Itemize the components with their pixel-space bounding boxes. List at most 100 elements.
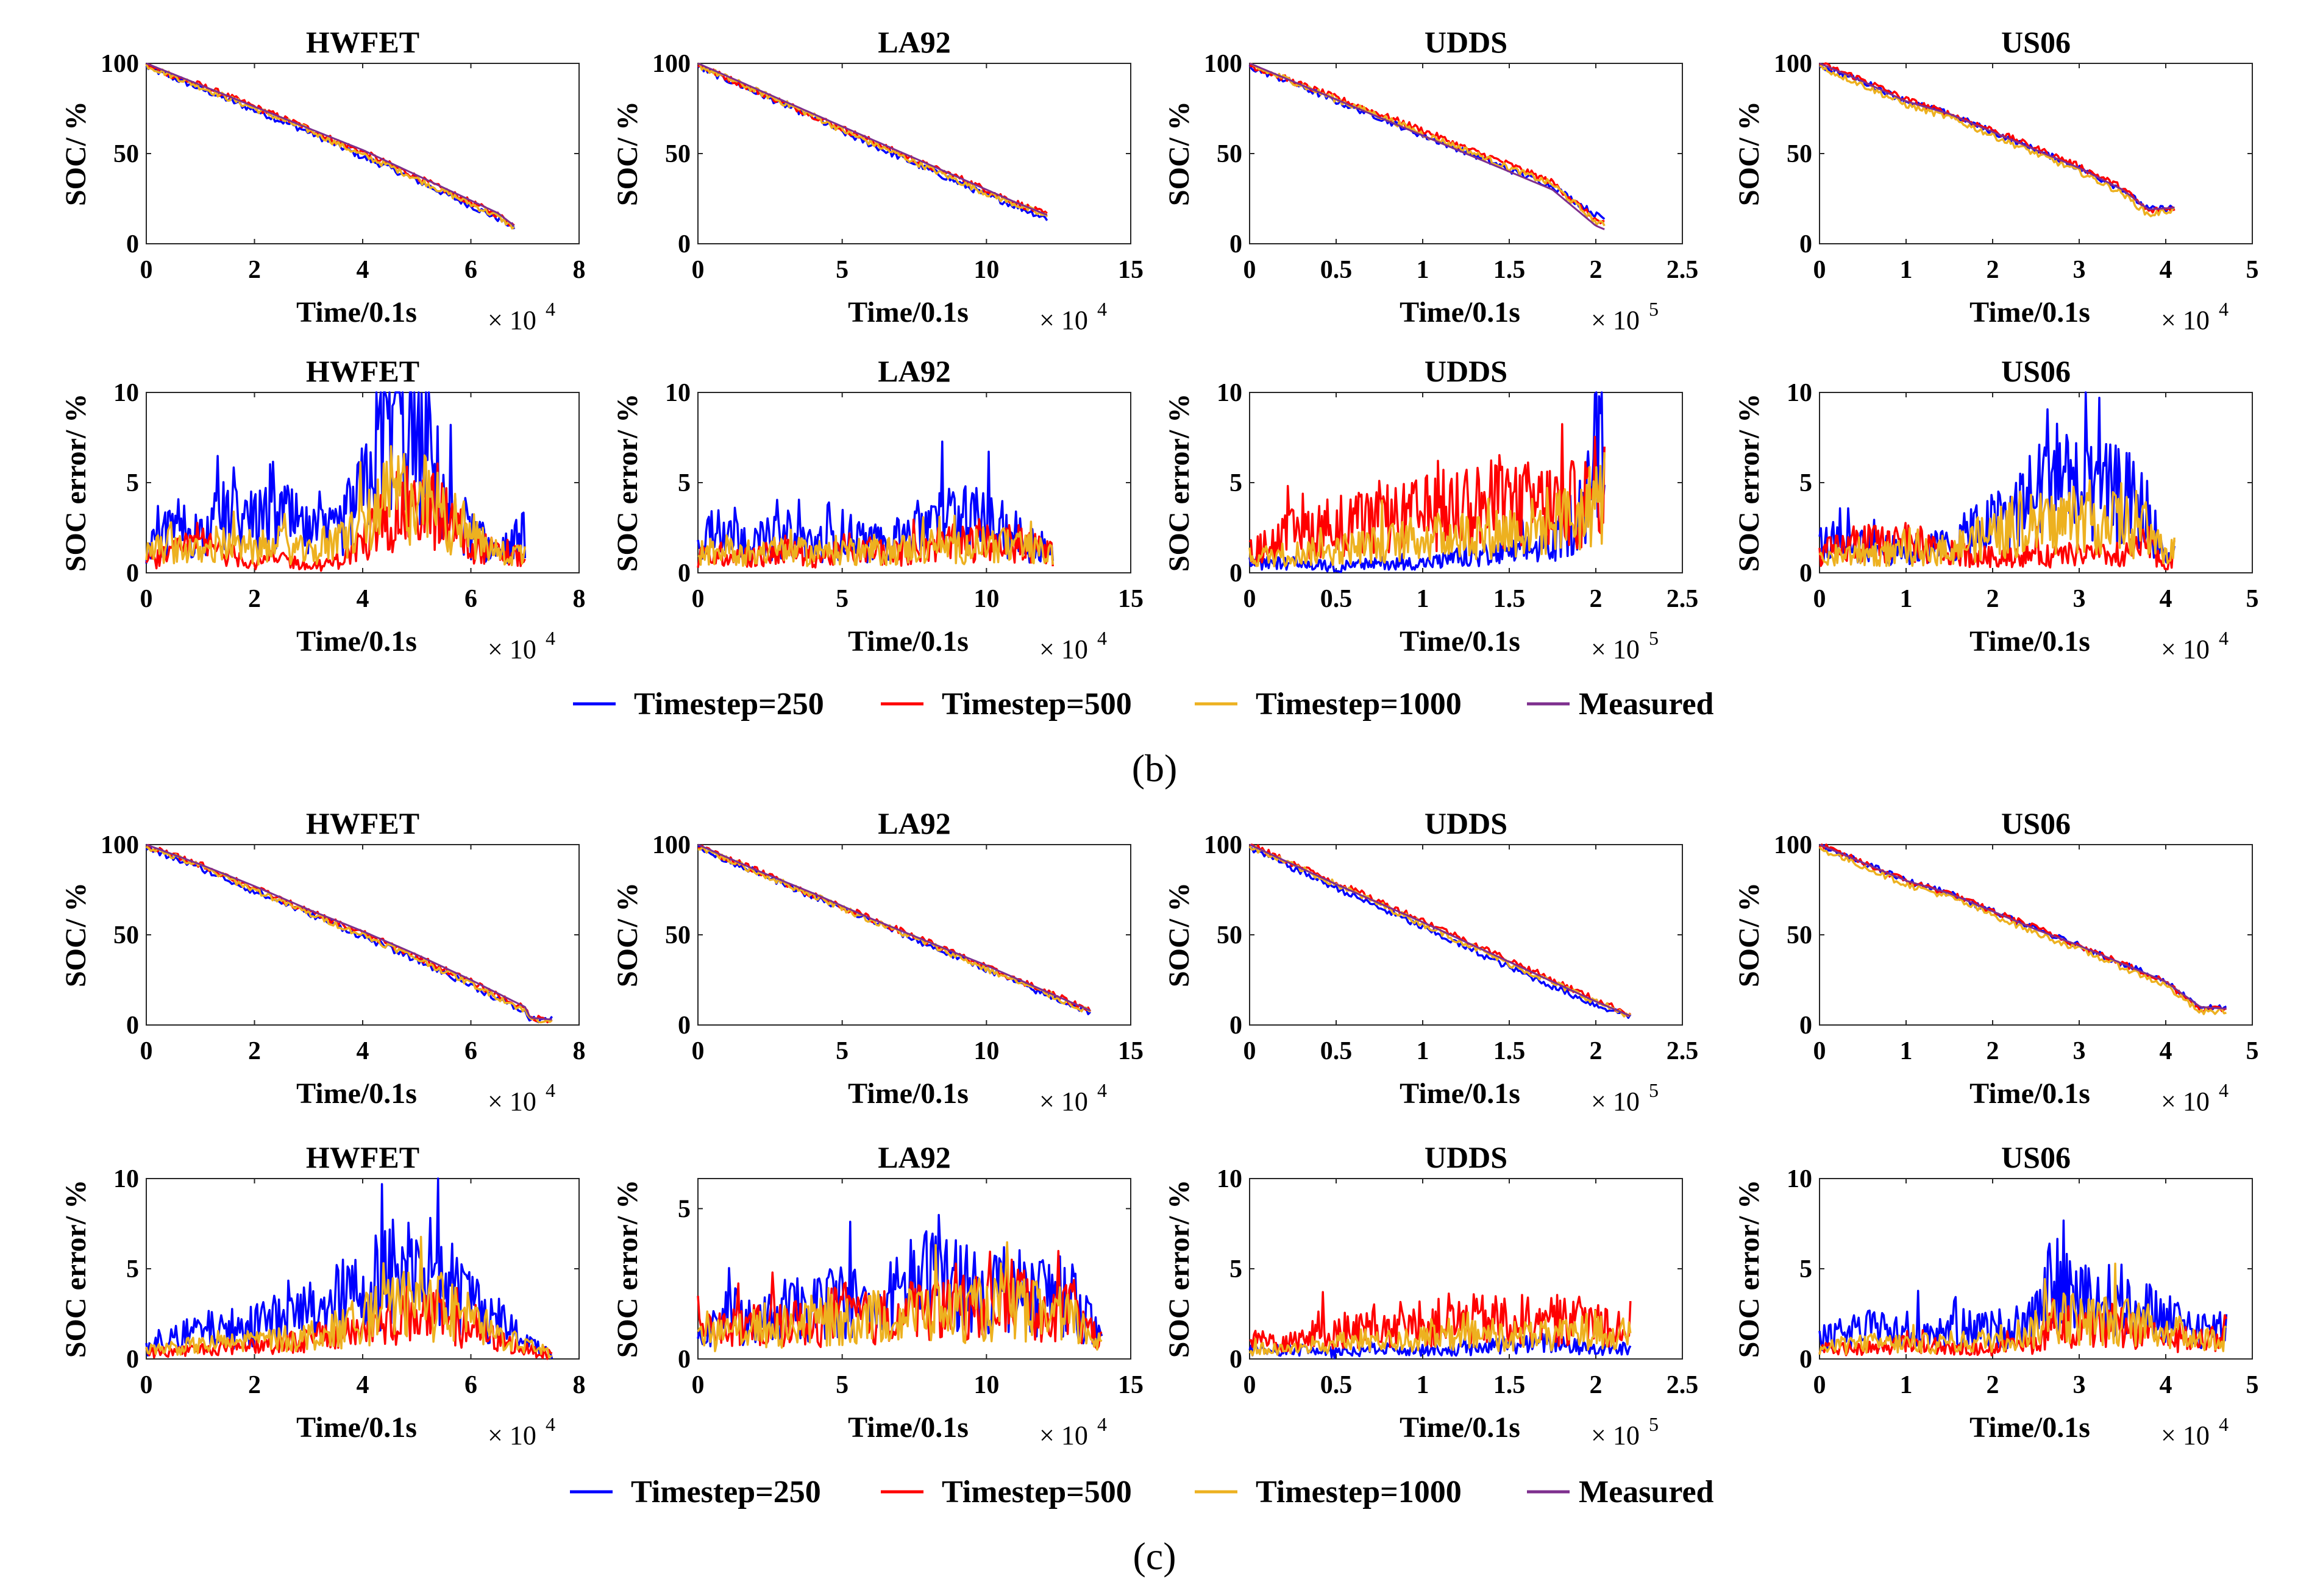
x-multiplier-exponent: 4: [1097, 1079, 1107, 1101]
legend-b-label-timestep250: Timestep=250: [634, 687, 824, 722]
panel-b-err-udds: UDDS 0 0.5 1 1.5 2 2.5 0 5 10 Time/0.1s SOC error/ …: [1163, 354, 1698, 664]
legend-c-label-measured: Measured: [1579, 1475, 1714, 1509]
y-axis-label: SOC error/ %: [611, 394, 644, 572]
x-tick-label: 4: [2160, 256, 2172, 284]
x-multiplier-exponent: 5: [1649, 1413, 1659, 1435]
y-tick-label: 5: [1229, 1255, 1242, 1283]
y-tick-label: 100: [1774, 50, 1812, 78]
x-multiplier-exponent: 4: [1097, 1413, 1107, 1435]
panel-title: HWFET: [306, 1140, 419, 1174]
legend-b: Timestep=250 Timestep=500 Timestep=1000 …: [573, 687, 1714, 722]
series-line-timestep-1000: [145, 1235, 552, 1359]
x-tick-label: 2: [1987, 585, 1999, 613]
panel-title: UDDS: [1425, 25, 1507, 59]
series-line-timestep-500: [1249, 64, 1605, 225]
series-line-measured: [1249, 843, 1631, 1017]
series-line-timestep-1000: [697, 514, 1054, 567]
y-tick-label: 100: [1204, 50, 1242, 78]
panel-c-soc-udds: UDDS 0 0.5 1 1.5 2 2.5 0 50 100 Time/0.1s SOC/ % × 1…: [1163, 806, 1698, 1116]
x-tick-label: 3: [2073, 256, 2086, 284]
x-axis-label: Time/0.1s: [1969, 1411, 2090, 1444]
x-multiplier-exponent: 4: [1097, 298, 1107, 320]
x-axis-label: Time/0.1s: [848, 1411, 969, 1444]
x-multiplier: × 10: [1591, 1420, 1640, 1450]
x-tick-label: 2: [1590, 1037, 1603, 1065]
panel-title: UDDS: [1425, 1140, 1507, 1174]
x-multiplier: × 10: [488, 634, 536, 664]
x-tick-label: 1: [1417, 256, 1429, 284]
y-tick-label: 100: [101, 50, 139, 78]
x-tick-label: 15: [1118, 585, 1144, 613]
x-tick-label: 3: [2073, 585, 2086, 613]
x-multiplier: × 10: [488, 305, 536, 335]
panel-b-soc-hwfet: HWFET 0 2 4 6 8 0 50 100 Time/0.1s SOC/ % × 10 4: [60, 25, 586, 335]
axes-frame: [697, 63, 1131, 244]
x-tick-label: 0: [140, 256, 153, 284]
y-tick-label: 0: [678, 1346, 691, 1374]
panel-title: HWFET: [306, 806, 419, 840]
x-tick-label: 5: [2246, 1037, 2259, 1065]
series-line-timestep-1000: [1818, 846, 2227, 1015]
panel-title: US06: [2001, 354, 2071, 388]
x-tick-label: 6: [464, 1371, 477, 1399]
x-tick-label: 4: [357, 256, 369, 284]
panel-title: HWFET: [306, 25, 419, 59]
y-tick-label: 0: [1799, 1346, 1812, 1374]
panel-title: US06: [2001, 25, 2071, 59]
x-multiplier-exponent: 4: [2219, 1413, 2229, 1435]
x-multiplier: × 10: [1591, 305, 1640, 335]
x-tick-label: 0.5: [1320, 256, 1353, 284]
x-axis-label: Time/0.1s: [1400, 625, 1520, 658]
series-line-timestep-250: [146, 847, 553, 1024]
y-tick-label: 0: [126, 559, 139, 587]
y-tick-label: 0: [678, 230, 691, 258]
panel-c-err-hwfet: HWFET 0 2 4 6 8 0 5 10 Time/0.1s SOC error/ % × 10 4: [60, 1140, 586, 1450]
x-multiplier-exponent: 4: [546, 1079, 555, 1101]
x-tick-label: 1: [1900, 585, 1913, 613]
x-tick-label: 0: [140, 585, 153, 613]
x-tick-label: 10: [973, 1371, 999, 1399]
x-tick-label: 15: [1118, 256, 1144, 284]
y-tick-label: 10: [113, 1165, 139, 1193]
series-line-timestep-250: [697, 845, 1091, 1015]
y-tick-label: 10: [1787, 1165, 1812, 1193]
series-line-measured: [1819, 62, 2175, 211]
x-tick-label: 0: [1813, 585, 1826, 613]
x-tick-label: 6: [464, 256, 477, 284]
panel-title: LA92: [878, 1140, 950, 1174]
y-tick-label: 5: [126, 1255, 139, 1283]
x-tick-label: 5: [836, 585, 849, 613]
x-tick-label: 2.5: [1667, 1037, 1699, 1065]
x-tick-label: 4: [357, 585, 369, 613]
panel-c-soc-la92: LA92 0 5 10 15 0 50 100 Time/0.1s SOC/ % × 10 4: [611, 806, 1144, 1116]
y-tick-label: 100: [1774, 831, 1812, 859]
x-tick-label: 0: [1243, 585, 1256, 613]
y-tick-label: 5: [126, 469, 139, 497]
series-line-timestep-1000: [1248, 452, 1606, 568]
series-line-timestep-1000: [697, 62, 1048, 218]
series-line-measured: [697, 843, 1091, 1012]
series-line-timestep-500: [1818, 522, 2176, 570]
y-axis-label: SOC/ %: [1733, 882, 1765, 987]
x-axis-label: Time/0.1s: [296, 1411, 417, 1444]
x-axis-label: Time/0.1s: [1400, 1411, 1520, 1444]
x-tick-label: 10: [973, 256, 999, 284]
panel-c-soc-hwfet: HWFET 0 2 4 6 8 0 50 100 Time/0.1s SOC/ % × 10 4: [60, 806, 586, 1116]
x-multiplier: × 10: [1591, 1087, 1640, 1116]
panel-title: LA92: [878, 25, 950, 59]
y-tick-label: 50: [1217, 921, 1242, 949]
x-tick-label: 0: [1243, 1371, 1256, 1399]
series-line-timestep-250: [145, 1177, 553, 1359]
x-tick-label: 8: [573, 1371, 586, 1399]
x-multiplier-exponent: 4: [546, 1413, 555, 1435]
x-tick-label: 4: [2160, 585, 2172, 613]
x-tick-label: 1: [1900, 256, 1913, 284]
y-tick-label: 100: [652, 50, 691, 78]
x-tick-label: 2: [1590, 256, 1603, 284]
y-axis-label: SOC error/ %: [60, 394, 92, 572]
x-tick-label: 4: [357, 1037, 369, 1065]
y-tick-label: 0: [678, 1012, 691, 1040]
x-tick-label: 2: [248, 585, 261, 613]
legend-c: Timestep=250 Timestep=500 Timestep=1000 …: [570, 1475, 1714, 1509]
